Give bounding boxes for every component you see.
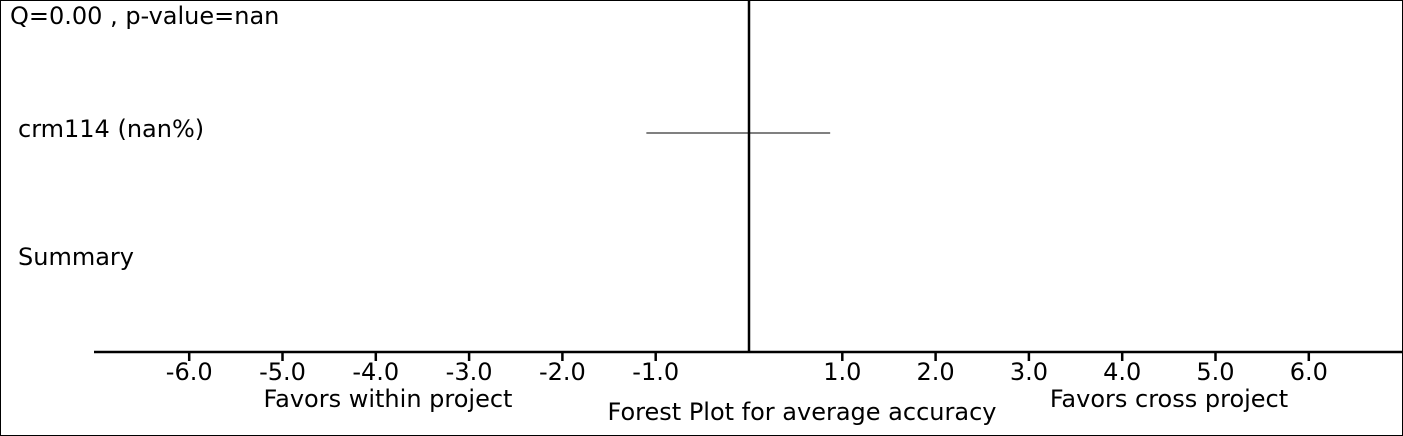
summary-label: Summary <box>18 243 134 271</box>
x-tick-label: -4.0 <box>352 358 399 386</box>
x-tick-label: -5.0 <box>259 358 306 386</box>
x-tick-label: 6.0 <box>1290 358 1328 386</box>
x-tick-label: 5.0 <box>1196 358 1234 386</box>
chart-title: Forest Plot for average accuracy <box>608 398 997 426</box>
row-labels: crm114 (nan%) Summary <box>18 115 204 271</box>
x-tick-label: -6.0 <box>166 358 213 386</box>
x-ticks: -6.0 -5.0 -4.0 -3.0 -2.0 -1.0 1.0 2.0 3.0 4.0 5.0 6… <box>166 352 1328 386</box>
left-favors-label: Favors within project <box>264 385 513 413</box>
x-tick-label: 3.0 <box>1010 358 1048 386</box>
study-label: crm114 (nan%) <box>18 115 204 143</box>
x-tick-label: 2.0 <box>917 358 955 386</box>
x-tick-label: 4.0 <box>1103 358 1141 386</box>
x-tick-label: -3.0 <box>446 358 493 386</box>
right-favors-label: Favors cross project <box>1050 385 1288 413</box>
x-tick-label: 1.0 <box>823 358 861 386</box>
heterogeneity-stat: Q=0.00 , p-value=nan <box>10 2 279 30</box>
x-tick-label: -1.0 <box>632 358 679 386</box>
x-tick-label: -2.0 <box>539 358 586 386</box>
